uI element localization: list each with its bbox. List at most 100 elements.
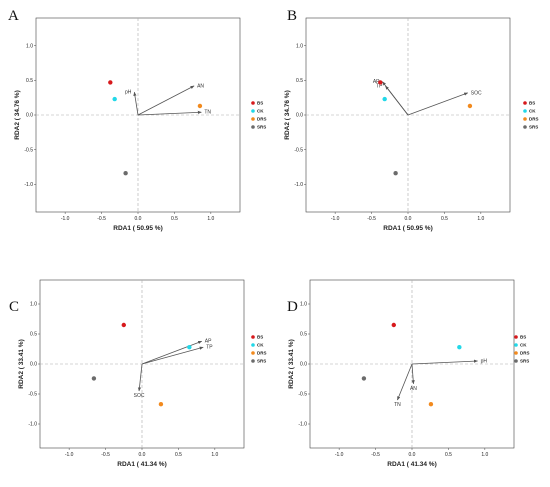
- sample-point-drs: [197, 103, 203, 109]
- panel-letter: D: [287, 299, 298, 315]
- sample-point-bs: [378, 80, 383, 85]
- sample-point-srs: [123, 171, 128, 176]
- sample-point-srs: [91, 376, 97, 381]
- env-arrow-label: SOC: [134, 393, 145, 399]
- sample-point-srs: [393, 171, 398, 176]
- y-tick-label: 1.0: [30, 302, 37, 308]
- y-tick-label: 0.0: [300, 362, 307, 368]
- x-tick-label: 0.0: [139, 452, 146, 458]
- legend-swatch-ck: [514, 343, 518, 347]
- sample-point-ck: [112, 96, 117, 102]
- rda-panel-B: B -1.0 -0.5 0.0 0.5 1.0 1.0 0.5 0.0 -0.5 -1.0 RDA1 …: [284, 8, 539, 232]
- y-tick-label: -0.5: [24, 147, 33, 153]
- legend-label: BS: [520, 335, 526, 340]
- x-tick-label: 0.5: [441, 216, 448, 222]
- legend-swatch-ck: [251, 343, 255, 347]
- legend-swatch-ck: [523, 109, 527, 113]
- legend-label: CK: [257, 343, 264, 348]
- sample-point-drs: [467, 103, 473, 109]
- y-axis-label: RDA2 ( 33.41 %): [18, 339, 25, 389]
- legend-swatch-bs: [514, 335, 518, 339]
- env-arrow-an: [137, 85, 195, 116]
- x-axis-label: RDA1 ( 50.95 %): [113, 225, 163, 232]
- y-tick-label: -0.5: [28, 392, 37, 398]
- legend-label: DRS: [520, 351, 530, 356]
- y-tick-label: -0.5: [298, 392, 307, 398]
- y-tick-label: -1.0: [28, 422, 37, 428]
- legend-swatch-srs: [523, 125, 527, 129]
- env-arrow-label: TN: [204, 110, 211, 116]
- y-tick-label: 1.0: [26, 43, 33, 49]
- x-tick-label: 0.0: [135, 216, 142, 222]
- sample-point-drs: [158, 402, 164, 407]
- legend-swatch-drs: [251, 351, 255, 355]
- env-arrow-label: TP: [206, 345, 213, 351]
- env-arrow-ap: [141, 340, 203, 365]
- y-axis-label: RDA2 ( 33.41 %): [288, 339, 295, 389]
- y-tick-label: -1.0: [24, 182, 33, 188]
- legend-label: SRS: [257, 125, 266, 130]
- y-tick-label: 0.0: [26, 113, 33, 119]
- env-arrow-label: AP: [373, 79, 380, 85]
- legend-label: SRS: [520, 359, 529, 364]
- x-tick-label: -1.0: [61, 216, 70, 222]
- legend-label: CK: [529, 109, 536, 114]
- env-arrow-label: pH: [125, 90, 132, 96]
- rda-panel-A: A -1.0 -0.5 0.0 0.5 1.0 1.0 0.5 0.0 -0.5 -1.0 RDA1 …: [8, 8, 267, 232]
- y-tick-label: 0.0: [30, 362, 37, 368]
- x-tick-label: -1.0: [335, 452, 344, 458]
- legend-label: SRS: [257, 359, 266, 364]
- y-tick-label: 1.0: [300, 302, 307, 308]
- legend-swatch-bs: [523, 101, 527, 105]
- env-arrow-tp: [385, 85, 409, 116]
- panel-letter: B: [287, 8, 297, 24]
- x-axis-label: RDA1 ( 50.95 %): [383, 225, 433, 232]
- x-axis-label: RDA1 ( 41.34 %): [387, 461, 437, 468]
- legend-swatch-drs: [514, 351, 518, 355]
- y-tick-label: 0.5: [296, 78, 303, 84]
- x-axis-label: RDA1 ( 41.34 %): [117, 461, 167, 468]
- env-arrow-label: TP: [376, 83, 383, 89]
- legend-swatch-drs: [523, 117, 527, 121]
- x-tick-label: 0.5: [175, 452, 182, 458]
- sample-point-ck: [187, 345, 192, 350]
- x-tick-label: 1.0: [477, 216, 484, 222]
- env-arrow-an: [411, 363, 415, 385]
- x-tick-label: -0.5: [97, 216, 106, 222]
- env-arrow-label: SOC: [471, 90, 482, 96]
- y-tick-label: -0.5: [294, 147, 303, 153]
- y-tick-label: 0.5: [300, 332, 307, 338]
- legend-swatch-ck: [251, 109, 255, 113]
- y-tick-label: 0.5: [26, 78, 33, 84]
- env-arrow-label: AN: [410, 386, 417, 392]
- env-arrow-label: AN: [197, 83, 204, 89]
- legend-label: DRS: [257, 117, 267, 122]
- panel-letter: C: [9, 299, 19, 315]
- legend-label: BS: [257, 335, 263, 340]
- env-arrow-ph: [411, 359, 478, 365]
- legend-label: DRS: [257, 351, 267, 356]
- legend-swatch-bs: [251, 335, 255, 339]
- x-tick-label: -0.5: [371, 452, 380, 458]
- env-arrow-tn: [137, 110, 202, 116]
- legend-swatch-drs: [251, 117, 255, 121]
- x-tick-label: 1.0: [207, 216, 214, 222]
- sample-point-ck: [382, 96, 387, 102]
- env-arrow-soc: [407, 92, 469, 116]
- legend-swatch-srs: [514, 359, 518, 363]
- env-arrow-tn: [397, 363, 413, 401]
- legend-label: CK: [257, 109, 264, 114]
- legend-label: CK: [520, 343, 527, 348]
- x-tick-label: -1.0: [331, 216, 340, 222]
- y-tick-label: -1.0: [298, 422, 307, 428]
- env-arrow-tp: [141, 346, 204, 365]
- legend-swatch-bs: [251, 101, 255, 105]
- rda-panel-C: C -1.0 -0.5 0.0 0.5 1.0 1.0 0.5 0.0 -0.5 -1.0 RDA1 …: [9, 279, 267, 468]
- x-tick-label: -0.5: [101, 452, 110, 458]
- x-tick-label: 1.0: [211, 452, 218, 458]
- legend-label: DRS: [529, 117, 539, 122]
- sample-point-srs: [361, 376, 367, 381]
- env-arrow-label: TN: [394, 402, 401, 408]
- sample-point-bs: [391, 322, 396, 328]
